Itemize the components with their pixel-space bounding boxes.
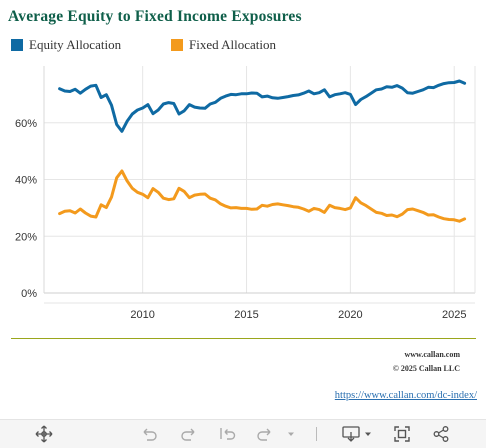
- chart-title: Average Equity to Fixed Income Exposures: [8, 8, 302, 25]
- refresh-button[interactable]: [256, 424, 274, 444]
- fixed-allocation-line[interactable]: [58, 169, 467, 223]
- dc-index-link[interactable]: https://www.callan.com/dc-index/: [334, 390, 477, 401]
- fullscreen-icon: [394, 426, 410, 442]
- footer-copyright: © 2025 Callan LLC: [392, 364, 460, 373]
- equity-allocation-line[interactable]: [58, 79, 467, 133]
- legend-label-fixed: Fixed Allocation: [189, 37, 277, 52]
- legend-item-equity[interactable]: Equity Allocation: [11, 37, 121, 53]
- undo-icon: [143, 428, 157, 441]
- y-tick-label: 0%: [21, 288, 37, 300]
- series-lines: [58, 79, 467, 223]
- legend: Equity Allocation Fixed Allocation: [0, 37, 486, 57]
- line-chart: 0% 20% 40% 60% 2010 2015 2020 2025: [15, 66, 476, 321]
- revert-button[interactable]: [219, 424, 237, 444]
- y-tick-label: 60%: [15, 118, 37, 130]
- redo-button[interactable]: [180, 424, 198, 444]
- move-icon: [35, 425, 53, 443]
- dropdown-icon: [288, 432, 294, 436]
- share-button[interactable]: [432, 424, 450, 444]
- download-button[interactable]: [341, 424, 361, 444]
- toolbar-separator: [316, 427, 317, 441]
- share-icon: [433, 426, 449, 442]
- dropdown-icon: [365, 432, 371, 436]
- x-tick-label: 2020: [338, 309, 362, 321]
- refresh-icon: [257, 428, 271, 441]
- revert-icon: [220, 428, 236, 440]
- footer-site: www.callan.com: [404, 350, 460, 359]
- viz-toolbar: [0, 419, 486, 448]
- y-axis-tick-labels: 0% 20% 40% 60%: [15, 118, 37, 300]
- y-tick-label: 40%: [15, 175, 37, 187]
- x-axis-tick-labels: 2010 2015 2020 2025: [130, 309, 466, 321]
- download-icon: [342, 426, 360, 442]
- fullscreen-button[interactable]: [393, 424, 411, 444]
- x-tick-label: 2015: [234, 309, 258, 321]
- x-tick-label: 2025: [442, 309, 466, 321]
- move-button[interactable]: [35, 424, 53, 444]
- download-dropdown-button[interactable]: [363, 424, 373, 444]
- refresh-dropdown-button[interactable]: [286, 424, 296, 444]
- legend-swatch-fixed: [171, 39, 183, 51]
- legend-label-equity: Equity Allocation: [29, 37, 122, 52]
- redo-icon: [181, 428, 195, 441]
- x-tick-label: 2010: [130, 309, 154, 321]
- legend-swatch-equity: [11, 39, 23, 51]
- undo-button[interactable]: [140, 424, 158, 444]
- footer-divider: [11, 338, 476, 339]
- legend-item-fixed[interactable]: Fixed Allocation: [171, 37, 276, 53]
- y-tick-label: 20%: [15, 231, 37, 243]
